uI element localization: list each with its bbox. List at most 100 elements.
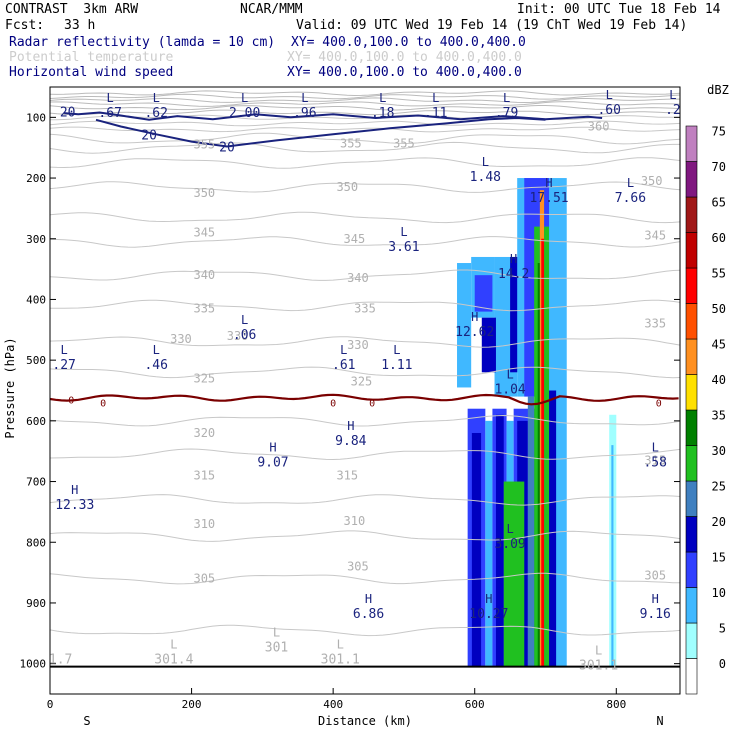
theta-contour bbox=[49, 236, 681, 248]
theta-contour bbox=[49, 132, 681, 145]
wind-contour-20b bbox=[95, 116, 546, 148]
colorbar-label: 60 bbox=[712, 231, 726, 245]
theta-contours bbox=[49, 90, 681, 637]
colorbar-label: 65 bbox=[712, 196, 726, 210]
extremum-type: H bbox=[365, 592, 372, 606]
colorbar-label: 35 bbox=[712, 409, 726, 423]
extremum-value: 17.51 bbox=[529, 191, 568, 206]
theta-label: 305 bbox=[193, 572, 215, 586]
theta-contour bbox=[49, 530, 681, 542]
reflectivity-cell bbox=[537, 263, 541, 667]
extremum-type: L bbox=[61, 343, 68, 357]
colorbar-swatch bbox=[685, 409, 698, 446]
plot-frame bbox=[49, 86, 681, 695]
reflectivity-cell bbox=[481, 317, 496, 373]
theta-contour bbox=[49, 141, 680, 154]
theta-contour bbox=[49, 90, 681, 97]
x-tick-label: 200 bbox=[182, 698, 202, 711]
extremum-type: L bbox=[107, 91, 114, 105]
colorbar-label: 50 bbox=[712, 302, 726, 316]
reflectivity-cell bbox=[534, 226, 540, 667]
reflectivity-cell bbox=[457, 263, 472, 388]
extremum-value: .67 bbox=[98, 106, 121, 121]
colorbar-swatch bbox=[685, 232, 698, 269]
extremum-value: 1.7 bbox=[49, 653, 72, 668]
field1-xy: XY= 400.0,100.0 to 400.0,400.0 bbox=[291, 35, 526, 50]
theta-contour bbox=[49, 101, 681, 107]
theta-label: 325 bbox=[351, 374, 373, 388]
reflectivity-cell bbox=[544, 226, 550, 667]
extremum-value: .27 bbox=[52, 358, 75, 373]
extremum-type: L bbox=[170, 638, 177, 652]
colorbar-swatch bbox=[685, 267, 698, 304]
reflectivity-cell bbox=[611, 445, 614, 667]
theta-label: 340 bbox=[193, 268, 215, 282]
reflectivity-cell bbox=[471, 432, 482, 667]
extremum-type: L bbox=[606, 88, 613, 102]
extremum-type: L bbox=[669, 88, 676, 102]
x-tick-label: 400 bbox=[323, 698, 343, 711]
colorbar-swatch bbox=[685, 338, 698, 375]
extremum-type: L bbox=[301, 91, 308, 105]
theta-contour bbox=[49, 105, 681, 111]
colorbar-label: 70 bbox=[712, 160, 726, 174]
extremum-value: 301.1 bbox=[321, 653, 360, 668]
theta-label: 350 bbox=[336, 180, 358, 194]
reflectivity-cell bbox=[495, 414, 504, 667]
theta-label: 360 bbox=[588, 119, 610, 133]
extremum-value: 1.11 bbox=[381, 358, 412, 373]
theta-contour bbox=[49, 120, 681, 127]
extremum-type: L bbox=[482, 155, 489, 169]
extremum-type: L bbox=[379, 91, 386, 105]
extremum-value: 10.27 bbox=[469, 607, 508, 622]
theta-label: 310 bbox=[344, 514, 366, 528]
theta-contour bbox=[49, 181, 681, 193]
theta-contour bbox=[49, 336, 681, 348]
theta-label: 305 bbox=[347, 560, 369, 574]
wind-contours bbox=[49, 111, 680, 668]
extremum-value: 14.2 bbox=[498, 267, 529, 282]
extremum-type: L bbox=[337, 638, 344, 652]
colorbar-label: 45 bbox=[712, 338, 726, 352]
colorbar-swatch bbox=[685, 196, 698, 233]
theta-label: 350 bbox=[641, 174, 663, 188]
extremum-value: 301.1 bbox=[579, 659, 618, 674]
theta-label: 305 bbox=[644, 569, 666, 583]
contour-labels: 360 355 355 355 350 350 350 345 345 345 340 340 335 3… bbox=[49, 88, 681, 673]
theta-label: 310 bbox=[193, 517, 215, 531]
center-label: NCAR/MMM bbox=[240, 2, 303, 17]
theta-contour bbox=[49, 126, 681, 133]
endpoint-left: S bbox=[83, 714, 90, 728]
theta-label: 340 bbox=[347, 271, 369, 285]
extremum-type: L bbox=[627, 176, 634, 190]
extremum-value: 12.33 bbox=[55, 498, 94, 513]
valid-time: Valid: 09 UTC Wed 19 Feb 14 (19 ChT Wed … bbox=[296, 18, 688, 33]
theta-label: 345 bbox=[344, 232, 366, 246]
theta-contour bbox=[49, 157, 681, 169]
colorbar-swatch bbox=[685, 374, 698, 411]
extremum-type: L bbox=[241, 91, 248, 105]
x-tick-label: 600 bbox=[465, 698, 485, 711]
extremum-value: .58 bbox=[643, 455, 666, 470]
colorbar-label: 30 bbox=[712, 444, 726, 458]
extremum-value: .2 bbox=[665, 103, 681, 118]
field1-name: Radar reflectivity (lamda = 10 cm) bbox=[9, 35, 276, 50]
extremum-type: H bbox=[545, 176, 552, 190]
reflectivity-cell bbox=[527, 396, 535, 667]
x-tick-label: 800 bbox=[606, 698, 626, 711]
extremum-value: 3.61 bbox=[388, 240, 419, 255]
wind-label: 0 bbox=[100, 399, 106, 410]
fcst-value: 33 h bbox=[64, 18, 96, 33]
extremum-type: H bbox=[485, 592, 492, 606]
y-tick-label: 500 bbox=[26, 354, 46, 367]
colorbar: 0 5 10 15 20 25 30 35 40 45 50 55 60 65 70 75 bbox=[685, 125, 726, 695]
extremum-type: L bbox=[153, 343, 160, 357]
colorbar-swatch bbox=[685, 658, 698, 695]
extremum-value: .79 bbox=[495, 106, 518, 121]
extremum-type: L bbox=[393, 343, 400, 357]
theta-contour bbox=[49, 494, 681, 506]
extremum-value: .11 bbox=[424, 106, 447, 121]
theta-label: 355 bbox=[393, 136, 415, 150]
extremum-value: .61 bbox=[332, 358, 355, 373]
theta-contour bbox=[49, 414, 681, 427]
